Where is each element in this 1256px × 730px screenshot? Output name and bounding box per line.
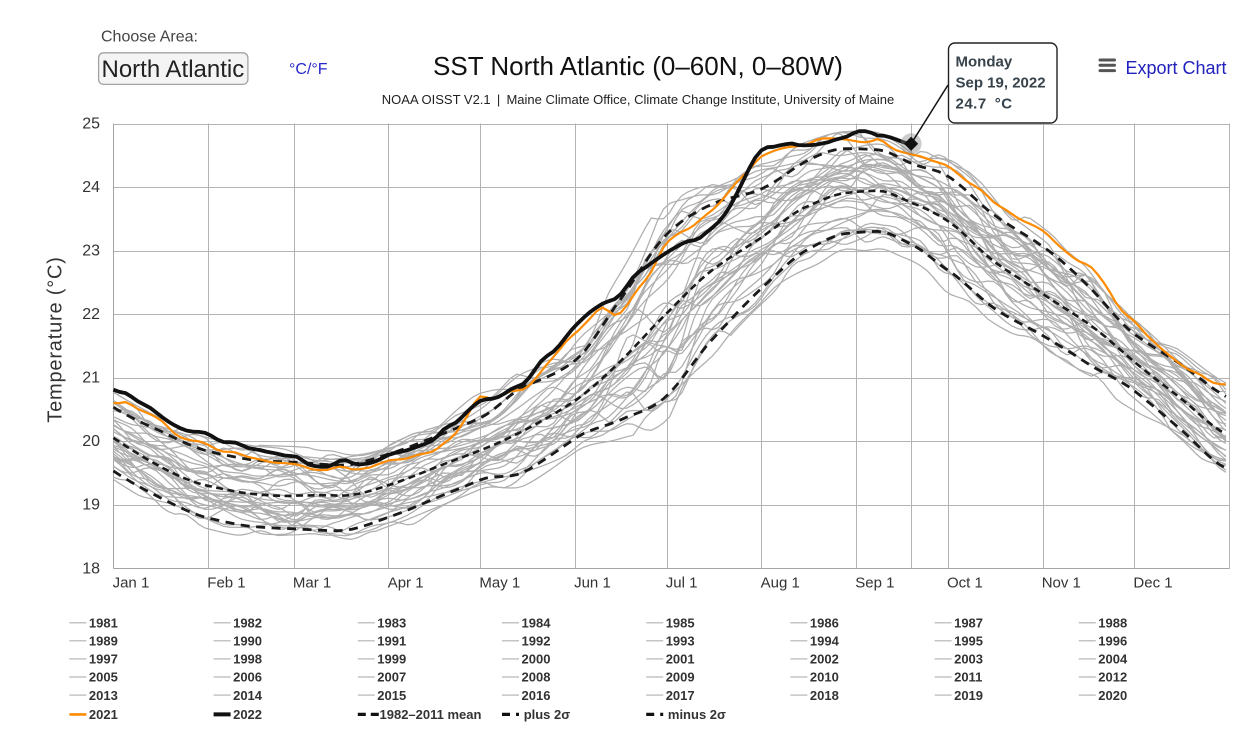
- svg-text:2012: 2012: [1098, 670, 1127, 685]
- svg-text:1990: 1990: [233, 634, 262, 649]
- svg-text:23: 23: [82, 242, 100, 259]
- svg-text:2019: 2019: [954, 688, 983, 703]
- svg-text:2007: 2007: [377, 670, 406, 685]
- svg-text:Apr 1: Apr 1: [388, 575, 424, 592]
- svg-text:2017: 2017: [666, 688, 695, 703]
- svg-text:Export Chart: Export Chart: [1126, 58, 1227, 78]
- svg-text:2011: 2011: [954, 670, 982, 685]
- svg-text:Jul 1: Jul 1: [666, 575, 698, 592]
- svg-text:2014: 2014: [233, 688, 263, 703]
- svg-text:Sep 19, 2022: Sep 19, 2022: [956, 75, 1046, 92]
- svg-text:NOAA OISST V2.1 | Maine Clim: NOAA OISST V2.1 | Maine Climate Office, …: [382, 92, 894, 107]
- svg-text:°C/°F: °C/°F: [289, 61, 328, 78]
- svg-text:1982–2011 mean: 1982–2011 mean: [380, 707, 482, 722]
- svg-text:plus 2σ: plus 2σ: [524, 707, 571, 722]
- svg-text:SST North Atlantic (0–60N, 0–8: SST North Atlantic (0–60N, 0–80W): [433, 51, 843, 81]
- svg-text:Aug 1: Aug 1: [761, 575, 800, 592]
- svg-text:2018: 2018: [810, 688, 839, 703]
- svg-text:2022: 2022: [233, 707, 262, 722]
- svg-text:2005: 2005: [89, 670, 118, 685]
- svg-text:1995: 1995: [954, 634, 983, 649]
- svg-text:Dec 1: Dec 1: [1133, 575, 1172, 592]
- svg-text:2020: 2020: [1098, 688, 1127, 703]
- svg-text:North Atlantic: North Atlantic: [102, 56, 245, 83]
- svg-text:1991: 1991: [377, 634, 406, 649]
- svg-text:1983: 1983: [377, 615, 406, 630]
- svg-text:1986: 1986: [810, 615, 839, 630]
- svg-text:Oct 1: Oct 1: [947, 575, 983, 592]
- svg-text:1985: 1985: [666, 615, 695, 630]
- svg-text:2013: 2013: [89, 688, 118, 703]
- svg-text:1984: 1984: [522, 615, 552, 630]
- svg-text:2003: 2003: [954, 652, 983, 667]
- svg-text:24.7 °C: 24.7 °C: [956, 96, 1013, 113]
- svg-text:1988: 1988: [1098, 615, 1127, 630]
- svg-text:Mar 1: Mar 1: [293, 575, 331, 592]
- svg-text:2001: 2001: [666, 652, 695, 667]
- svg-text:1998: 1998: [233, 652, 262, 667]
- svg-text:1989: 1989: [89, 634, 118, 649]
- svg-text:1999: 1999: [377, 652, 406, 667]
- svg-text:Temperature (°C): Temperature (°C): [45, 256, 67, 422]
- svg-text:2009: 2009: [666, 670, 695, 685]
- svg-text:2010: 2010: [810, 670, 839, 685]
- svg-text:Monday: Monday: [956, 54, 1013, 71]
- svg-text:Sep 1: Sep 1: [855, 575, 894, 592]
- svg-text:22: 22: [82, 306, 100, 323]
- svg-text:18: 18: [82, 560, 100, 577]
- svg-text:Jan 1: Jan 1: [113, 575, 150, 592]
- svg-text:24: 24: [82, 179, 100, 196]
- svg-text:Feb 1: Feb 1: [207, 575, 245, 592]
- svg-text:1992: 1992: [522, 634, 551, 649]
- svg-text:1994: 1994: [810, 634, 840, 649]
- svg-text:May 1: May 1: [479, 575, 520, 592]
- svg-text:Jun 1: Jun 1: [574, 575, 611, 592]
- svg-text:19: 19: [82, 497, 100, 514]
- svg-text:2004: 2004: [1098, 652, 1128, 667]
- svg-text:Choose Area:: Choose Area:: [101, 29, 198, 46]
- svg-text:1987: 1987: [954, 615, 983, 630]
- svg-text:1981: 1981: [89, 615, 118, 630]
- svg-text:1996: 1996: [1098, 634, 1127, 649]
- svg-text:1982: 1982: [233, 615, 262, 630]
- svg-text:21: 21: [82, 370, 100, 387]
- svg-text:2008: 2008: [522, 670, 551, 685]
- svg-text:2006: 2006: [233, 670, 262, 685]
- svg-text:1997: 1997: [89, 652, 118, 667]
- svg-text:2015: 2015: [377, 688, 406, 703]
- svg-text:1993: 1993: [666, 634, 695, 649]
- svg-text:25: 25: [82, 115, 100, 132]
- svg-text:20: 20: [82, 433, 100, 450]
- svg-text:2000: 2000: [522, 652, 551, 667]
- svg-text:Nov 1: Nov 1: [1042, 575, 1081, 592]
- svg-text:2016: 2016: [522, 688, 551, 703]
- svg-text:2021: 2021: [89, 707, 118, 722]
- svg-text:minus 2σ: minus 2σ: [668, 707, 726, 722]
- svg-text:2002: 2002: [810, 652, 839, 667]
